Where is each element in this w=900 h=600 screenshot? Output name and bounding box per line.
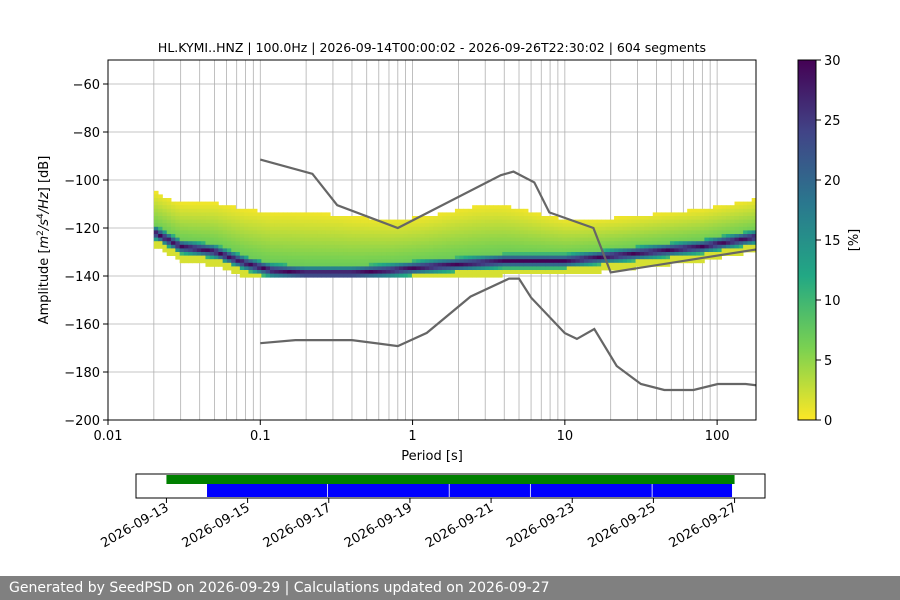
y-tick-label: −200 [64,414,100,429]
y-axis-label: Amplitude [m2/s4/Hz] [dB] [36,156,52,325]
x-tick-label: 0.1 [250,429,271,444]
x-tick-label: 0.01 [94,429,123,444]
psd-figure: HL.KYMI..HNZ | 100.0Hz | 2026-09-14T00:0… [36,40,862,552]
high-noise-model-line [260,158,756,274]
footer-bar: Generated by SeedPSD on 2026-09-29 | Cal… [0,576,900,600]
colorbar [797,59,817,421]
colorbar-tick-label: 0 [824,414,832,429]
colorbar-tick-label: 25 [824,114,841,129]
colorbar-tick-label: 20 [824,174,841,189]
low-noise-model-line [260,277,756,392]
used-segment-bar [530,484,652,497]
footer-text: Generated by SeedPSD on 2026-09-29 | Cal… [9,580,550,596]
y-axis: −60 −80 −100 −120 −140 −160 −180 −200 [64,78,108,429]
colorbar-label: [%] [847,229,862,252]
y-tick-label: −160 [64,318,100,333]
y-tick-label: −100 [64,174,100,189]
used-segment-bar [327,484,449,497]
colorbar-tick-label: 10 [824,294,841,309]
colorbar-tick-label: 15 [824,234,841,249]
x-tick-label: 100 [705,429,730,444]
used-segment-bar [207,484,328,497]
y-tick-label: −60 [73,78,100,93]
plot-frame [107,59,757,421]
chart-title: HL.KYMI..HNZ | 100.0Hz | 2026-09-14T00:0… [158,40,706,55]
y-tick-label: −80 [73,126,100,141]
used-segment-bar [652,484,733,497]
used-segment-bar [449,484,530,497]
available-data-bar [166,475,735,484]
noise-models [260,158,756,392]
colorbar-tick-label: 5 [824,354,832,369]
x-tick-label: 10 [557,429,574,444]
x-axis-label: Period [s] [401,449,463,464]
y-tick-label: −120 [64,222,100,237]
y-tick-label: −140 [64,270,100,285]
colorbar-ticks: 0 5 10 15 20 25 30 [816,54,841,429]
colorbar-tick-label: 30 [824,54,841,69]
x-tick-label: 1 [408,429,416,444]
psd-density [153,190,756,278]
x-axis: 0.01 0.1 1 10 100 [94,420,730,444]
y-tick-label: −180 [64,366,100,381]
